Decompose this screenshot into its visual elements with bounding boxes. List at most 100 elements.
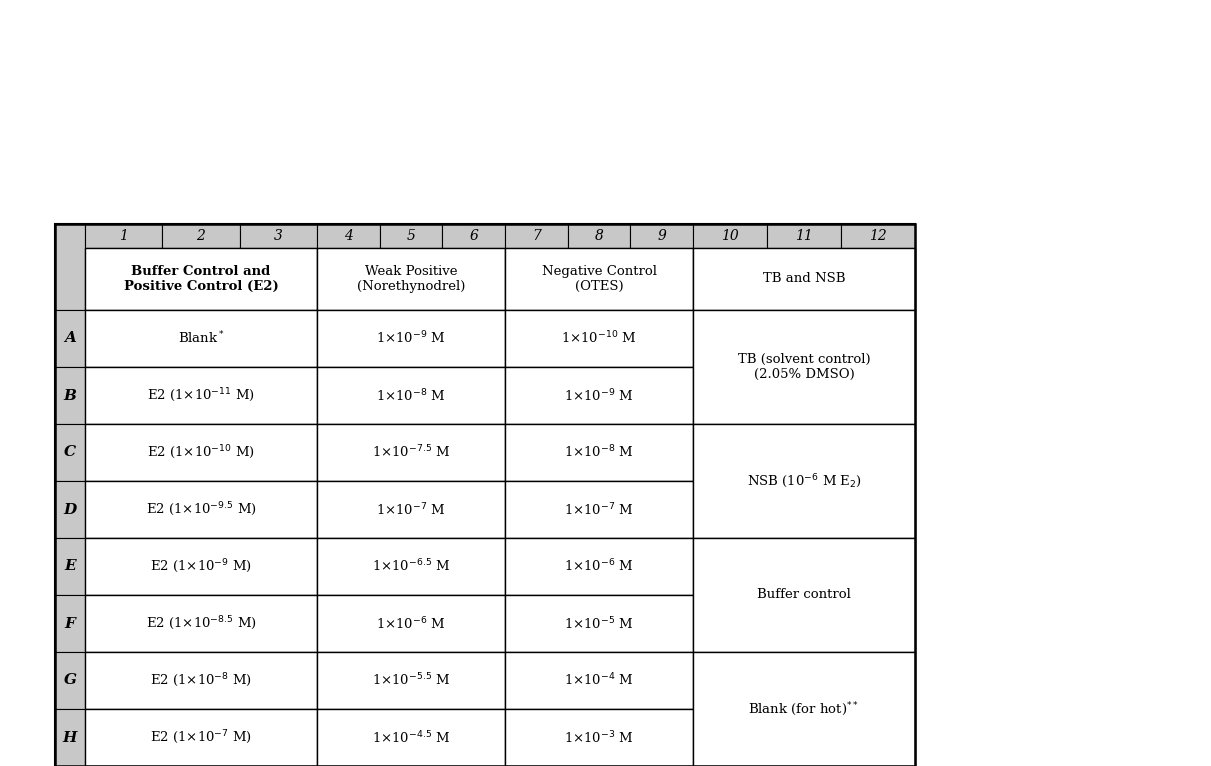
Bar <box>162 709 240 766</box>
Bar <box>693 248 767 310</box>
Bar <box>693 248 916 310</box>
Bar <box>568 310 631 367</box>
Bar <box>840 481 916 538</box>
Text: Blank (for hot)$^{**}$: Blank (for hot)$^{**}$ <box>748 700 860 718</box>
Bar <box>631 595 693 652</box>
Bar <box>54 224 85 310</box>
Bar <box>767 367 840 424</box>
Bar <box>442 424 505 481</box>
Bar <box>85 248 162 310</box>
Text: 1×10$^{-6}$ M: 1×10$^{-6}$ M <box>377 615 446 632</box>
Bar <box>767 652 840 709</box>
Bar <box>380 538 442 595</box>
Text: 1×10$^{-6}$ M: 1×10$^{-6}$ M <box>564 558 633 574</box>
Text: 1×10$^{-8}$ M: 1×10$^{-8}$ M <box>564 444 633 461</box>
Text: 11: 11 <box>796 229 813 243</box>
Bar <box>505 367 568 424</box>
Text: Buffer Control and
Positive Control (E2): Buffer Control and Positive Control (E2) <box>124 265 279 293</box>
Bar <box>240 481 317 538</box>
Bar <box>240 709 317 766</box>
Text: 3: 3 <box>274 229 283 243</box>
Bar <box>442 310 505 367</box>
Bar <box>568 595 631 652</box>
Bar <box>840 310 916 367</box>
Bar <box>162 310 240 367</box>
Bar <box>505 652 693 709</box>
Bar <box>840 224 916 248</box>
Bar <box>380 652 442 709</box>
Bar <box>442 481 505 538</box>
Bar <box>505 310 568 367</box>
Bar <box>693 652 767 709</box>
Bar <box>317 709 505 766</box>
Bar <box>505 709 693 766</box>
Bar <box>767 481 840 538</box>
Bar <box>85 367 317 424</box>
Bar <box>505 709 568 766</box>
Bar <box>85 310 162 367</box>
Bar <box>840 652 916 709</box>
Bar <box>631 248 693 310</box>
Text: 1×10$^{-3}$ M: 1×10$^{-3}$ M <box>564 729 633 746</box>
Bar <box>317 652 380 709</box>
Bar <box>54 367 85 424</box>
Text: E2 (1×10$^{-8}$ M): E2 (1×10$^{-8}$ M) <box>150 672 252 689</box>
Text: E2 (1×10$^{-9.5}$ M): E2 (1×10$^{-9.5}$ M) <box>145 501 257 519</box>
Bar <box>631 224 693 248</box>
Text: 4: 4 <box>344 229 352 243</box>
Bar <box>54 709 85 766</box>
Bar <box>380 481 442 538</box>
Text: 1×10$^{-4.5}$ M: 1×10$^{-4.5}$ M <box>372 729 450 746</box>
Text: Buffer control: Buffer control <box>757 588 851 601</box>
Bar <box>693 595 767 652</box>
Text: 1×10$^{-6.5}$ M: 1×10$^{-6.5}$ M <box>372 558 450 574</box>
Text: 6: 6 <box>469 229 478 243</box>
Bar <box>317 224 380 248</box>
Bar <box>85 248 317 310</box>
Bar <box>693 424 767 481</box>
Bar <box>317 652 505 709</box>
Bar <box>767 224 840 248</box>
Text: G: G <box>63 673 76 688</box>
Bar <box>767 310 840 367</box>
Bar <box>767 248 840 310</box>
Bar <box>505 481 693 538</box>
Bar <box>380 310 442 367</box>
Bar <box>240 248 317 310</box>
Bar <box>693 538 767 595</box>
Bar <box>317 367 380 424</box>
Bar <box>54 595 85 652</box>
Bar <box>442 224 505 248</box>
Bar <box>317 424 505 481</box>
Bar <box>317 481 380 538</box>
Bar <box>505 367 693 424</box>
Text: Blank$^*$: Blank$^*$ <box>178 330 224 347</box>
Bar <box>54 224 916 766</box>
Bar <box>505 248 693 310</box>
Bar <box>317 424 380 481</box>
Bar <box>505 424 568 481</box>
Text: 1: 1 <box>119 229 128 243</box>
Bar <box>54 481 85 538</box>
Bar <box>505 538 568 595</box>
Bar <box>840 538 916 595</box>
Bar <box>380 248 442 310</box>
Text: E2 (1×10$^{-8.5}$ M): E2 (1×10$^{-8.5}$ M) <box>145 614 257 633</box>
Bar <box>85 310 317 367</box>
Text: E: E <box>64 559 76 574</box>
Bar <box>380 595 442 652</box>
Text: TB (solvent control)
(2.05% DMSO): TB (solvent control) (2.05% DMSO) <box>737 353 871 381</box>
Text: 5: 5 <box>407 229 415 243</box>
Bar <box>317 538 505 595</box>
Bar <box>568 367 631 424</box>
Bar <box>505 481 568 538</box>
Bar <box>85 595 317 652</box>
Bar <box>240 424 317 481</box>
Text: 1×10$^{-7.5}$ M: 1×10$^{-7.5}$ M <box>372 444 450 461</box>
Text: 1×10$^{-7}$ M: 1×10$^{-7}$ M <box>564 501 633 518</box>
Bar <box>693 538 916 652</box>
Text: D: D <box>63 502 76 516</box>
Text: Negative Control
(OTES): Negative Control (OTES) <box>541 265 656 293</box>
Bar <box>85 424 317 481</box>
Bar <box>568 481 631 538</box>
